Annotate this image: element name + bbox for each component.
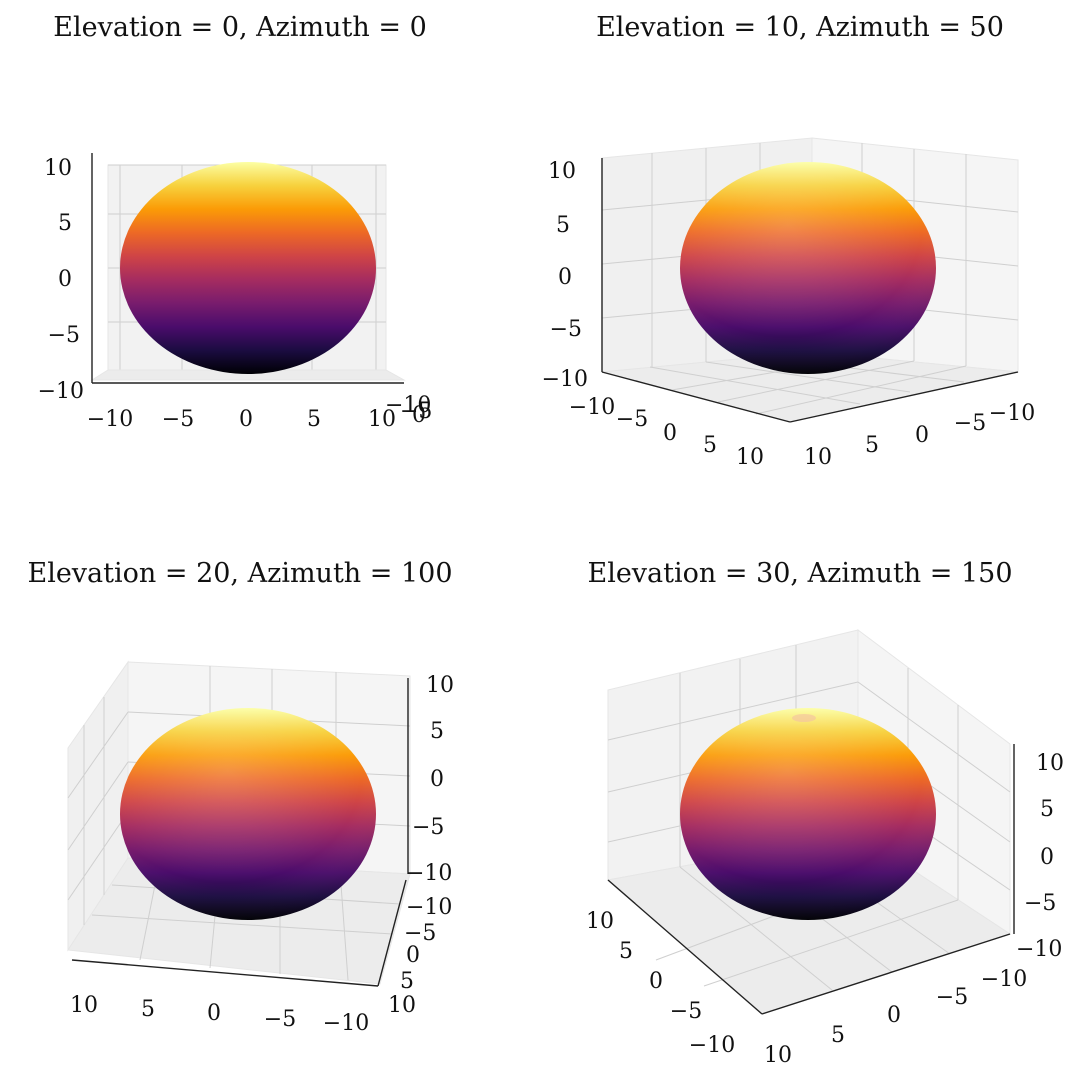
x-tick-label: 0 [663,421,677,446]
x-tick-label: 0 [649,969,663,994]
y-tick-label: 5 [400,969,414,994]
sphere-pole [792,714,816,722]
x-tick-label: 5 [703,433,717,458]
x-tick-label: −5 [264,1007,296,1032]
x-tick-label: 10 [368,407,396,432]
y-tick-label: 0 [406,943,420,968]
y-tick-label: 10 [388,993,416,1018]
x-tick-label: −5 [616,407,648,432]
y-tick-labels: −10 −5 0 [385,393,432,428]
y-tick-label: −5 [936,985,968,1010]
y-tick-label: 0 [915,423,929,448]
z-tick-label: 10 [1036,751,1064,776]
x-tick-label: 0 [207,1001,221,1026]
subplot-4: Elevation = 30, Azimuth = 150 [586,558,1064,1068]
z-tick-label: −5 [48,323,80,348]
z-tick-label: −10 [1016,937,1062,962]
subplot-1: Elevation = 0, Azimuth = 0 10 5 0 −5 [38,12,433,432]
subplot-title: Elevation = 20, Azimuth = 100 [27,558,452,589]
z-tick-label: −5 [1024,891,1056,916]
x-tick-label: 0 [239,407,253,432]
y-tick-label: −5 [404,921,436,946]
sphere-highlight [680,162,936,374]
z-tick-label: −5 [412,815,444,840]
y-axis-line [761,933,1011,1015]
x-axis-line [71,959,379,987]
z-tick-labels: 10 5 0 −5 −10 [38,156,84,404]
y-axis-line [789,371,1019,423]
y-tick-label: 10 [764,1043,792,1068]
x-tick-label: 5 [619,939,633,964]
z-tick-label: −10 [406,861,452,886]
z-tick-label: −10 [38,379,84,404]
x-tick-label: 5 [307,407,321,432]
y-tick-label: 5 [831,1023,845,1048]
y-tick-labels: 10 5 0 −5 −10 [764,967,1027,1068]
y-tick-label: 5 [865,433,879,458]
x-tick-label: −5 [162,407,194,432]
z-tick-labels: 10 5 0 −5 −10 [1016,751,1064,962]
z-tick-label: −5 [550,317,582,342]
y-tick-label: −10 [989,401,1035,426]
z-tick-label: 0 [558,265,572,290]
z-tick-label: 10 [426,673,454,698]
x-tick-labels: −10 −5 0 5 10 [569,395,764,470]
sphere-surface [120,162,376,374]
x-tick-label: 10 [70,993,98,1018]
x-axis-line [601,371,791,423]
sphere-highlight [120,708,376,920]
y-tick-label: −10 [406,895,452,920]
x-tick-label: −10 [87,407,133,432]
z-tick-label: 10 [44,156,72,181]
y-tick-label: −10 [385,393,431,418]
y-tick-label: −10 [981,967,1027,992]
z-tick-label: 5 [1040,797,1054,822]
subplot-2: Elevation = 10, Azimuth = 50 [542,12,1036,470]
z-tick-labels: 10 5 0 −5 −10 [542,159,588,392]
subplot-title: Elevation = 10, Azimuth = 50 [596,12,1004,43]
x-tick-labels: −10 −5 0 5 10 [87,407,396,432]
x-tick-label: 10 [736,445,764,470]
x-axis-line [607,879,763,1015]
z-tick-label: −10 [542,367,588,392]
z-tick-label: 0 [58,267,72,292]
y-tick-labels: −10 −5 0 5 10 [388,895,452,1018]
z-tick-label: 5 [430,719,444,744]
subplot-title: Elevation = 30, Azimuth = 150 [587,558,1012,589]
x-tick-label: 5 [141,997,155,1022]
x-tick-label: −10 [689,1033,735,1058]
x-tick-label: 10 [586,909,614,934]
z-tick-label: 10 [548,159,576,184]
x-tick-label: −10 [323,1011,369,1036]
z-tick-label: 5 [58,211,72,236]
y-tick-label: −5 [400,399,432,424]
y-axis-line [377,879,407,987]
z-tick-label: 0 [1040,845,1054,870]
x-tick-label: −10 [569,395,615,420]
z-tick-label: 5 [556,213,570,238]
subplot-title: Elevation = 0, Azimuth = 0 [53,12,427,43]
y-tick-labels: 10 5 0 −5 −10 [804,401,1035,470]
z-tick-labels: 10 5 0 −5 −10 [406,673,454,886]
floor-pane [90,369,406,381]
y-tick-label: 0 [887,1003,901,1028]
x-tick-label: −5 [670,999,702,1024]
y-tick-label: −5 [954,411,986,436]
y-tick-label: 10 [804,445,832,470]
x-tick-labels: 10 5 0 −5 −10 [586,909,735,1058]
subplot-3: Elevation = 20, Azimuth = 100 [27,558,454,1036]
z-tick-label: 0 [430,767,444,792]
sphere-highlight [680,708,936,920]
y-tick-label: 0 [412,403,426,428]
x-tick-labels: 10 5 0 −5 −10 [70,993,369,1036]
